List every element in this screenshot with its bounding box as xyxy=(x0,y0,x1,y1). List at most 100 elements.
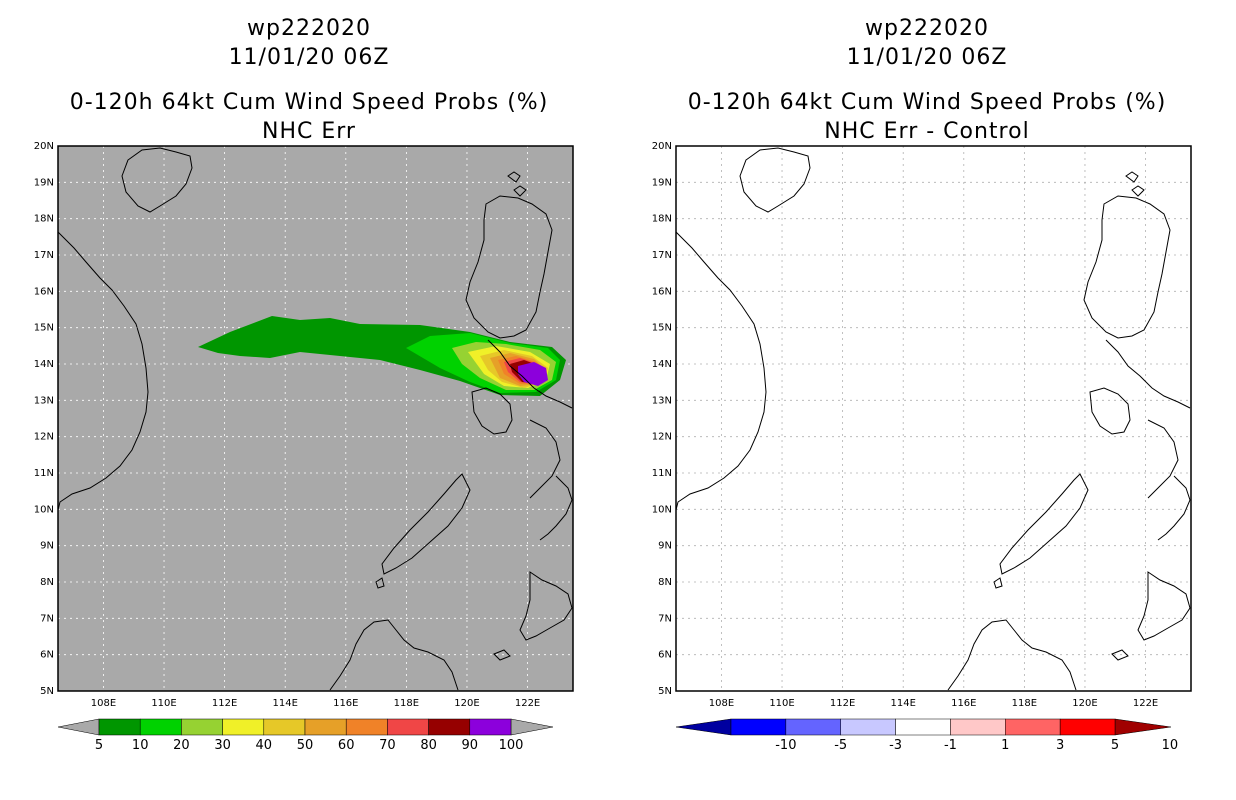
lat-tick-label: 8N xyxy=(658,577,672,588)
vietnam-coast xyxy=(675,231,767,511)
colorbar-right-end xyxy=(1114,718,1172,736)
left-title-datetime: 11/01/20 06Z xyxy=(228,45,390,70)
colorbar-label: 5 xyxy=(95,738,103,753)
lon-tick-label: 112E xyxy=(212,698,237,709)
luzon-coast xyxy=(1083,195,1171,339)
islet-4 xyxy=(1111,649,1129,661)
left-probability-swath xyxy=(198,316,566,396)
lon-tick-label: 116E xyxy=(951,698,976,709)
lon-tick-label: 112E xyxy=(830,698,855,709)
luzon-south-coast xyxy=(1105,339,1191,409)
colorbar-left-end xyxy=(57,718,100,736)
lat-tick-label: 16N xyxy=(34,286,54,297)
visayas-coast-1 xyxy=(529,419,561,499)
colorbar-left-end xyxy=(675,718,732,736)
lon-tick-label: 110E xyxy=(769,698,794,709)
colorbar-label: 10 xyxy=(132,738,149,753)
lon-tick-label: 118E xyxy=(394,698,419,709)
lat-tick-label: 20N xyxy=(652,141,672,152)
colorbar-swatch xyxy=(730,718,787,736)
colorbar-label: 20 xyxy=(173,738,190,753)
colorbar-swatch xyxy=(181,718,223,736)
left-colorbar: 5 10 20 30 40 50 60 70 80 90 100 xyxy=(57,718,554,753)
lat-tick-label: 15N xyxy=(652,323,672,334)
lat-tick-label: 10N xyxy=(652,504,672,515)
lat-tick-label: 12N xyxy=(652,432,672,443)
lat-tick-label: 20N xyxy=(34,141,54,152)
lat-tick-label: 17N xyxy=(652,250,672,261)
right-gridlines xyxy=(676,146,1191,691)
colorbar-swatch xyxy=(387,718,429,736)
lon-tick-label: 120E xyxy=(1072,698,1097,709)
lon-tick-label: 120E xyxy=(454,698,479,709)
vietnam-coast xyxy=(57,231,149,511)
right-title-storm-id: wp222020 xyxy=(865,16,989,41)
colorbar-label: 1 xyxy=(1001,738,1009,753)
palawan-coast xyxy=(381,473,471,575)
colorbar-swatch xyxy=(840,718,896,736)
islet-1 xyxy=(507,171,521,183)
lat-tick-label: 10N xyxy=(34,504,54,515)
lat-tick-label: 18N xyxy=(34,214,54,225)
lat-tick-label: 13N xyxy=(652,395,672,406)
lon-tick-label: 108E xyxy=(91,698,116,709)
mindoro-coast xyxy=(1089,387,1131,435)
lat-tick-label: 9N xyxy=(658,541,672,552)
colorbar-label: 3 xyxy=(1056,738,1064,753)
right-colorbar: -10 -5 -3 -1 1 3 5 10 xyxy=(675,718,1178,753)
right-title-subtitle: NHC Err - Control xyxy=(824,119,1030,144)
colorbar-swatch xyxy=(98,718,141,736)
right-title-product: 0-120h 64kt Cum Wind Speed Probs (%) xyxy=(687,90,1167,115)
lat-tick-label: 6N xyxy=(658,650,672,661)
luzon-south-coast xyxy=(487,339,573,409)
right-axis-labels: 20N 19N 18N 17N 16N 15N 14N 13N 12N 11N 10N 9N 8N 7N 6… xyxy=(652,141,1158,709)
hainan-coast xyxy=(739,147,811,213)
lat-tick-label: 18N xyxy=(652,214,672,225)
islet-2 xyxy=(1131,185,1145,197)
luzon-coast xyxy=(465,195,553,339)
lon-tick-label: 108E xyxy=(709,698,734,709)
lon-tick-label: 118E xyxy=(1012,698,1037,709)
islet-2 xyxy=(513,185,527,197)
colorbar-label: 80 xyxy=(420,738,437,753)
visayas-coast-2 xyxy=(539,475,573,541)
lat-tick-label: 7N xyxy=(40,613,54,624)
colorbar-label: 90 xyxy=(462,738,479,753)
mindanao-coast xyxy=(519,571,573,641)
lon-tick-label: 122E xyxy=(1133,698,1158,709)
colorbar-swatch xyxy=(139,718,182,736)
colorbar-swatch xyxy=(222,718,265,736)
lat-tick-label: 9N xyxy=(40,541,54,552)
borneo-coast xyxy=(329,619,459,691)
colorbar-swatch xyxy=(304,718,347,736)
islet-4 xyxy=(493,649,511,661)
colorbar-label: 100 xyxy=(499,738,524,753)
lat-tick-label: 19N xyxy=(34,177,54,188)
colorbar-label: 70 xyxy=(379,738,396,753)
lat-tick-label: 17N xyxy=(34,250,54,261)
colorbar-label: -5 xyxy=(834,738,847,753)
colorbar-swatch xyxy=(1059,718,1116,736)
left-title-subtitle: NHC Err xyxy=(262,119,356,144)
colorbar-right-end xyxy=(510,718,554,736)
left-title-storm-id: wp222020 xyxy=(247,16,371,41)
lat-tick-label: 14N xyxy=(34,359,54,370)
colorbar-swatch xyxy=(263,718,306,736)
left-map: 20N 19N 18N 17N 16N 15N 14N 13N 12N 11N 10N 9N 8N 7N 6… xyxy=(34,141,574,753)
lon-tick-label: 114E xyxy=(273,698,298,709)
colorbar-label: 40 xyxy=(256,738,273,753)
palawan-coast xyxy=(999,473,1089,575)
lat-tick-label: 12N xyxy=(34,432,54,443)
right-coastlines xyxy=(675,147,1191,691)
left-coastlines xyxy=(57,147,573,691)
right-map-background xyxy=(676,146,1191,691)
left-map-background xyxy=(58,146,573,691)
colorbar-label: -10 xyxy=(775,738,796,753)
colorbar-swatch xyxy=(469,718,512,736)
hainan-coast xyxy=(121,147,193,213)
lon-tick-label: 110E xyxy=(151,698,176,709)
lat-tick-label: 5N xyxy=(40,686,54,697)
colorbar-swatch xyxy=(428,718,471,736)
lon-tick-label: 116E xyxy=(333,698,358,709)
colorbar-label: 30 xyxy=(214,738,231,753)
